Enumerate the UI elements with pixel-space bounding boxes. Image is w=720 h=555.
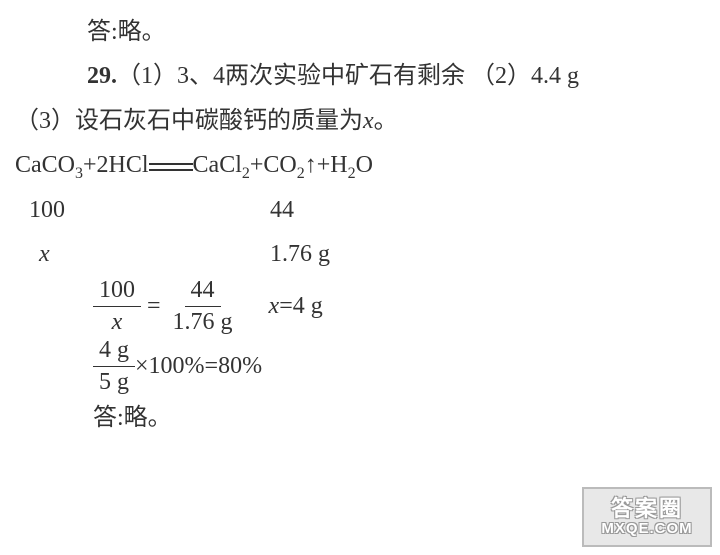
eq-sub-2b: 2 (297, 165, 305, 182)
answer-omitted-2: 答:略。 (15, 396, 705, 440)
percent-result: ×100%=80% (135, 344, 262, 388)
mass-x: x (15, 232, 270, 276)
frac-num-44: 44 (185, 277, 221, 306)
chemical-equation: CaCO3+2HClCaCl2+CO2↑+H2O (15, 143, 705, 187)
problem-number: 29. (87, 63, 117, 89)
result-x-4g: =4 g (279, 284, 323, 328)
result-x-var: x (269, 284, 280, 328)
eq-h2o: +H (317, 152, 348, 178)
eq-cacl2: CaCl (193, 152, 242, 178)
mass-44: 44 (270, 188, 294, 232)
frac-100-x: 100 x (93, 277, 141, 335)
mass-176: 1.76 g (270, 232, 330, 276)
problem-29-part3: （3）设石灰石中碳酸钙的质量为x。 (15, 99, 705, 143)
variable-x-1: x (363, 108, 374, 134)
watermark: 答案圈 MXQE.COM (582, 487, 712, 547)
problem-29-line: 29.（1）3、4两次实验中矿石有剩余 （2）4.4 g (15, 54, 705, 98)
fraction-equation-2: 4 g 5 g ×100%=80% (15, 336, 705, 396)
part3-text: （3）设石灰石中碳酸钙的质量为 (15, 108, 363, 134)
mass-row-1: 100 44 (15, 188, 705, 232)
mass-100: 100 (15, 188, 270, 232)
frac-num-4g: 4 g (93, 337, 135, 366)
eq-co2: +CO (250, 152, 297, 178)
eq-sub-2c: 2 (348, 165, 356, 182)
frac-den-176: 1.76 g (167, 307, 239, 335)
mass-row-2: x 1.76 g (15, 232, 705, 276)
frac-44-176: 44 1.76 g (167, 277, 239, 335)
eq-caco3: CaCO (15, 152, 75, 178)
eq-sub-2a: 2 (242, 165, 250, 182)
part3-period: 。 (374, 108, 398, 134)
answer-omitted-1: 答:略。 (15, 10, 705, 54)
frac-num-100: 100 (93, 277, 141, 306)
watermark-url: MXQE.COM (601, 521, 692, 538)
fraction-equation-1: 100 x = 44 1.76 g x=4 g (15, 276, 705, 336)
eq-sub-3: 3 (75, 165, 83, 182)
frac-4g-5g: 4 g 5 g (93, 337, 135, 395)
eq-arrow: ↑ (305, 152, 317, 178)
frac-den-5g: 5 g (93, 367, 135, 395)
problem-29-text: （1）3、4两次实验中矿石有剩余 （2）4.4 g (117, 63, 579, 89)
frac-den-x: x (106, 307, 129, 335)
watermark-title: 答案圈 (611, 497, 683, 521)
eq-2hcl: +2HCl (83, 152, 149, 178)
eq-o: O (356, 152, 373, 178)
equals-1: = (141, 284, 167, 328)
